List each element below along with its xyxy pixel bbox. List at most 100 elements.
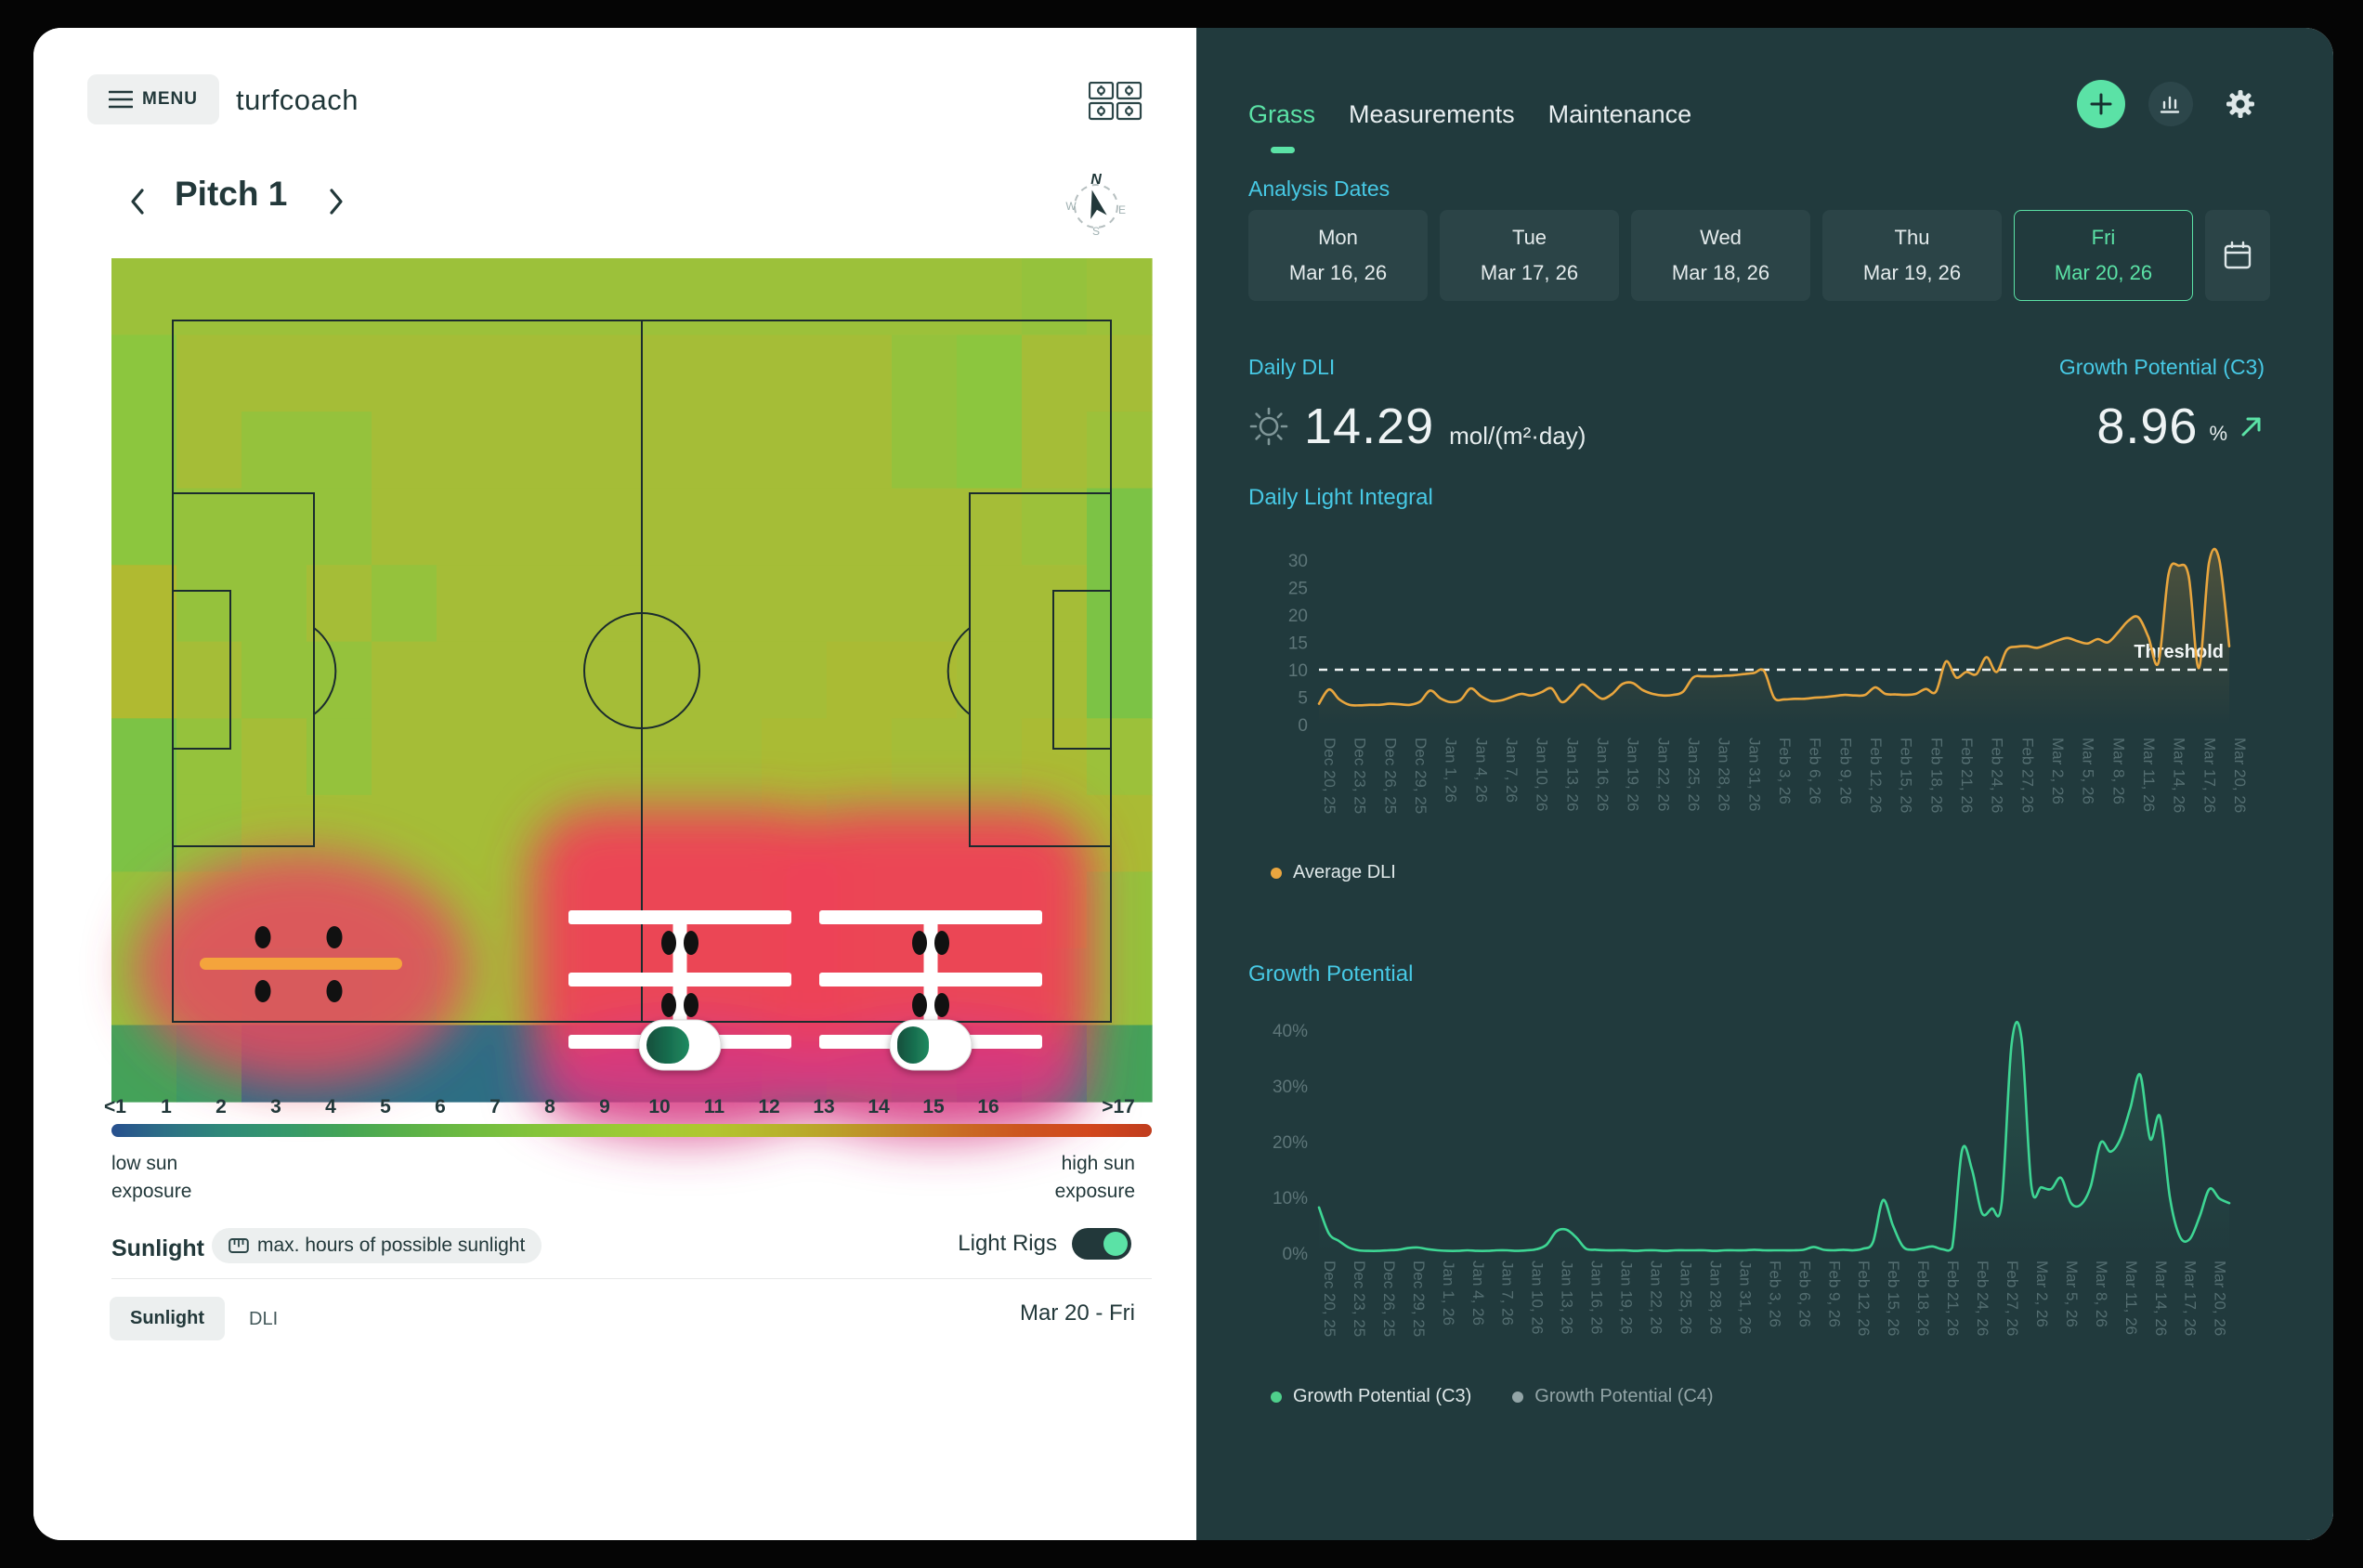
growth-potential-chart[interactable]: 0% 10% 20% 30% 40% Dec 20, 25 Dec 23, 25 Dec 26… xyxy=(1248,985,2289,1393)
brand-logo: turfcoach xyxy=(236,84,359,116)
compass-n: N xyxy=(1090,172,1102,188)
app-window: MENU turfcoach Pitch 1 xyxy=(33,28,2333,1540)
chevron-left-icon xyxy=(131,189,144,215)
svg-text:Jan 4, 26: Jan 4, 26 xyxy=(1469,1261,1487,1326)
legend-dot xyxy=(1512,1391,1524,1403)
rig-handle[interactable] xyxy=(889,1019,973,1071)
large-light-rig-1[interactable] xyxy=(568,910,791,1071)
sun-icon xyxy=(1249,407,1288,446)
date-button-thu[interactable]: Thu Mar 19, 26 xyxy=(1822,210,2002,301)
svg-text:Feb 12, 26: Feb 12, 26 xyxy=(1867,738,1885,813)
svg-text:Feb 12, 26: Feb 12, 26 xyxy=(1855,1261,1873,1336)
selected-date-label: Mar 20 - Fri xyxy=(1019,1300,1135,1326)
svg-text:Jan 16, 26: Jan 16, 26 xyxy=(1594,738,1612,811)
rig-handle[interactable] xyxy=(638,1019,722,1071)
svg-text:Jan 28, 26: Jan 28, 26 xyxy=(1716,738,1733,811)
date-button-wed[interactable]: Wed Mar 18, 26 xyxy=(1631,210,1810,301)
svg-text:Jan 7, 26: Jan 7, 26 xyxy=(1503,738,1521,803)
svg-text:20%: 20% xyxy=(1273,1133,1308,1153)
svg-text:Jan 7, 26: Jan 7, 26 xyxy=(1499,1261,1517,1326)
svg-text:Jan 13, 26: Jan 13, 26 xyxy=(1563,738,1581,811)
svg-text:Jan 1, 26: Jan 1, 26 xyxy=(1443,738,1460,803)
scale-tick: 4 xyxy=(325,1096,336,1117)
small-light-rig[interactable] xyxy=(200,926,402,1002)
svg-text:Dec 20, 25: Dec 20, 25 xyxy=(1321,738,1338,814)
gp-chart-title: Growth Potential xyxy=(1248,961,1414,987)
high-sun-exposure-label: high sun exposure xyxy=(1054,1153,1135,1202)
right-panel: Grass Measurements Maintenance xyxy=(1196,28,2333,1540)
dli-chart[interactable]: Threshold 0 5 10 15 20 25 30 Dec 20, 25 Dec 23, 2… xyxy=(1248,507,2289,907)
svg-text:Threshold: Threshold xyxy=(2134,642,2224,662)
pitch-heatmap[interactable] xyxy=(111,258,1153,1139)
menu-button[interactable]: MENU xyxy=(87,74,219,124)
svg-text:Jan 10, 26: Jan 10, 26 xyxy=(1529,1261,1547,1334)
svg-text:15: 15 xyxy=(1288,634,1308,654)
svg-text:Dec 23, 25: Dec 23, 25 xyxy=(1351,1261,1368,1337)
svg-text:25: 25 xyxy=(1288,580,1308,599)
next-pitch-button[interactable] xyxy=(323,182,349,224)
svg-text:Feb 15, 26: Feb 15, 26 xyxy=(1898,738,1915,813)
tab-dli[interactable]: DLI xyxy=(243,1308,283,1331)
analytics-button[interactable] xyxy=(2148,82,2193,126)
menu-label: MENU xyxy=(142,89,198,109)
daily-dli-heading: Daily DLI xyxy=(1248,355,1336,379)
daily-dli-unit: mol/(m²·day) xyxy=(1449,421,1586,450)
add-button[interactable] xyxy=(2077,80,2125,128)
svg-text:Jan 16, 26: Jan 16, 26 xyxy=(1588,1261,1606,1334)
calendar-button[interactable] xyxy=(2205,210,2270,301)
tab-maintenance[interactable]: Maintenance xyxy=(1547,100,1692,128)
tab-grass[interactable]: Grass xyxy=(1248,100,1316,128)
svg-text:Jan 31, 26: Jan 31, 26 xyxy=(1745,738,1763,811)
chevron-right-icon xyxy=(330,189,343,215)
large-light-rig-2[interactable] xyxy=(819,910,1042,1071)
settings-button[interactable] xyxy=(2220,84,2261,124)
legend-item-gp-c3[interactable]: Growth Potential (C3) xyxy=(1271,1386,1471,1407)
pitch-title: Pitch 1 xyxy=(175,175,288,213)
svg-text:Feb 24, 26: Feb 24, 26 xyxy=(1974,1261,1991,1336)
previous-pitch-button[interactable] xyxy=(124,182,150,224)
date-button-tue[interactable]: Tue Mar 17, 26 xyxy=(1440,210,1619,301)
svg-text:Jan 4, 26: Jan 4, 26 xyxy=(1472,738,1490,803)
svg-text:Mar 20, 26: Mar 20, 26 xyxy=(2212,1261,2229,1336)
scale-tick: 15 xyxy=(922,1096,945,1117)
compass-e: E xyxy=(1118,203,1126,216)
svg-text:Jan 25, 26: Jan 25, 26 xyxy=(1685,738,1703,811)
tab-sunlight[interactable]: Sunlight xyxy=(110,1297,225,1340)
legend-item-gp-c4[interactable]: Growth Potential (C4) xyxy=(1512,1386,1714,1407)
tab-measurements[interactable]: Measurements xyxy=(1349,100,1515,128)
calendar-icon xyxy=(2224,241,2252,269)
svg-text:Jan 28, 26: Jan 28, 26 xyxy=(1706,1261,1724,1334)
scale-tick: <1 xyxy=(104,1096,126,1117)
scale-tick: 16 xyxy=(977,1096,999,1117)
trend-up-arrow-icon xyxy=(2241,417,2261,437)
svg-text:Mar 11, 26: Mar 11, 26 xyxy=(2140,738,2158,812)
light-rigs-label: Light Rigs xyxy=(958,1231,1057,1256)
scale-tick: 8 xyxy=(544,1096,555,1117)
svg-text:Feb 15, 26: Feb 15, 26 xyxy=(1885,1261,1902,1336)
divider xyxy=(111,1278,1152,1279)
svg-text:0: 0 xyxy=(1298,716,1308,736)
daily-dli-value-row: 14.29 mol/(m²·day) xyxy=(1248,398,1586,455)
legend-dot xyxy=(1271,867,1282,879)
svg-text:Feb 27, 26: Feb 27, 26 xyxy=(2018,738,2036,813)
scale-tick: 9 xyxy=(599,1096,610,1117)
scale-tick: 6 xyxy=(435,1096,446,1117)
date-button-fri[interactable]: Fri Mar 20, 26 xyxy=(2014,210,2193,301)
date-button-mon[interactable]: Mon Mar 16, 26 xyxy=(1248,210,1428,301)
svg-text:Dec 29, 25: Dec 29, 25 xyxy=(1410,1261,1428,1337)
light-rigs-toggle[interactable] xyxy=(1072,1228,1131,1260)
svg-text:Mar 17, 26: Mar 17, 26 xyxy=(2200,738,2218,813)
scale-tick: 14 xyxy=(868,1096,890,1117)
pitch-markings xyxy=(172,320,1112,1023)
pitch-grid-icon[interactable] xyxy=(1089,82,1142,121)
legend-item-average-dli[interactable]: Average DLI xyxy=(1271,862,1396,883)
svg-text:Feb 27, 26: Feb 27, 26 xyxy=(2004,1261,2021,1336)
compass-w: W xyxy=(1065,200,1077,213)
svg-text:Feb 18, 26: Feb 18, 26 xyxy=(1927,738,1945,813)
svg-text:Feb 21, 26: Feb 21, 26 xyxy=(1958,738,1976,813)
svg-text:Feb 18, 26: Feb 18, 26 xyxy=(1914,1261,1932,1336)
sunlight-label: Sunlight xyxy=(111,1235,204,1261)
scale-tick: 12 xyxy=(758,1096,780,1117)
svg-text:Feb 21, 26: Feb 21, 26 xyxy=(1944,1261,1962,1336)
svg-text:Mar 11, 26: Mar 11, 26 xyxy=(2122,1261,2140,1335)
